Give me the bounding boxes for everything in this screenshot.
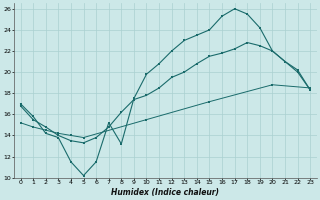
X-axis label: Humidex (Indice chaleur): Humidex (Indice chaleur): [111, 188, 220, 197]
